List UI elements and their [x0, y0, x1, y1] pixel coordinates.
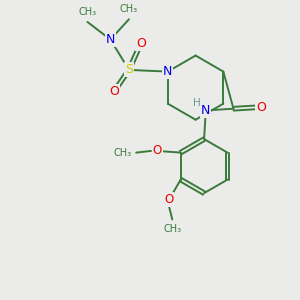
Text: O: O	[136, 37, 146, 50]
Text: H: H	[194, 98, 201, 108]
Text: O: O	[109, 85, 119, 98]
Text: O: O	[152, 144, 162, 158]
Text: O: O	[164, 194, 173, 206]
Text: CH₃: CH₃	[163, 224, 181, 234]
Text: O: O	[256, 100, 266, 113]
Text: N: N	[106, 33, 115, 46]
Text: S: S	[125, 63, 133, 76]
Text: CH₃: CH₃	[78, 7, 97, 17]
Text: CH₃: CH₃	[114, 148, 132, 158]
Text: N: N	[163, 65, 172, 78]
Text: CH₃: CH₃	[120, 4, 138, 14]
Text: N: N	[201, 104, 211, 117]
